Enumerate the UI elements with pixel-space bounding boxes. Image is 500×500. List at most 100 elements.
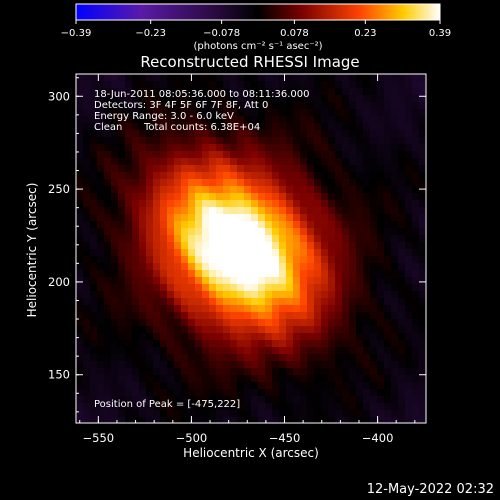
heatmap-cell (349, 284, 357, 292)
heatmap-cell (370, 417, 378, 423)
heatmap-cell (279, 193, 287, 201)
heatmap-cell (314, 186, 322, 194)
heatmap-cell (244, 305, 252, 313)
heatmap-cell (258, 312, 266, 320)
heatmap-cell (321, 249, 329, 257)
heatmap-cell (272, 151, 280, 159)
heatmap-cell (111, 151, 119, 159)
heatmap-cell (76, 249, 84, 257)
heatmap-cell (160, 256, 168, 264)
heatmap-cell (265, 270, 273, 278)
heatmap-cell (307, 123, 315, 131)
heatmap-cell (349, 179, 357, 187)
heatmap-cell (286, 137, 294, 145)
heatmap-cell (174, 95, 182, 103)
heatmap-cell (314, 417, 322, 423)
heatmap-cell (349, 116, 357, 124)
heatmap-cell (391, 291, 399, 299)
heatmap-cell (293, 403, 301, 411)
heatmap-cell (405, 95, 413, 103)
heatmap-cell (195, 347, 203, 355)
heatmap-cell (111, 270, 119, 278)
heatmap-cell (286, 389, 294, 397)
heatmap-cell (237, 361, 245, 369)
heatmap-cell (314, 403, 322, 411)
heatmap-cell (132, 389, 140, 397)
heatmap-cell (286, 221, 294, 229)
heatmap-cell (167, 186, 175, 194)
heatmap-cell (216, 326, 224, 334)
heatmap-cell (272, 389, 280, 397)
heatmap-cell (202, 256, 210, 264)
heatmap-cell (293, 340, 301, 348)
heatmap-cell (216, 158, 224, 166)
heatmap-cell (377, 235, 385, 243)
heatmap-cell (167, 193, 175, 201)
heatmap-cell (412, 256, 420, 264)
heatmap-cell (391, 361, 399, 369)
heatmap-cell (412, 361, 420, 369)
heatmap-cell (272, 207, 280, 215)
heatmap-cell (244, 207, 252, 215)
heatmap-cell (272, 102, 280, 110)
heatmap-cell (265, 137, 273, 145)
heatmap-cell (363, 207, 371, 215)
heatmap-cell (307, 200, 315, 208)
heatmap-cell (160, 242, 168, 250)
heatmap-cell (328, 116, 336, 124)
heatmap-cell (181, 151, 189, 159)
heatmap-cell (307, 396, 315, 404)
heatmap-cell (391, 326, 399, 334)
heatmap-cell (244, 396, 252, 404)
heatmap-cell (237, 200, 245, 208)
heatmap-cell (146, 228, 154, 236)
heatmap-cell (195, 81, 203, 89)
heatmap-cell (181, 95, 189, 103)
heatmap-cell (216, 102, 224, 110)
heatmap-cell (363, 81, 371, 89)
heatmap-cell (132, 130, 140, 138)
heatmap-cell (398, 123, 406, 131)
heatmap-cell (223, 186, 231, 194)
heatmap-cell (370, 375, 378, 383)
heatmap-cell (223, 242, 231, 250)
heatmap-cell (118, 326, 126, 334)
heatmap-cell (209, 102, 217, 110)
heatmap-cell (139, 214, 147, 222)
heatmap-cell (363, 249, 371, 257)
heatmap-cell (223, 270, 231, 278)
heatmap-cell (356, 305, 364, 313)
heatmap-cell (370, 200, 378, 208)
heatmap-cell (167, 368, 175, 376)
heatmap-cell (265, 417, 273, 423)
heatmap-cell (244, 291, 252, 299)
heatmap-cell (286, 116, 294, 124)
heatmap-cell (202, 179, 210, 187)
heatmap-cell (286, 102, 294, 110)
heatmap-cell (335, 368, 343, 376)
heatmap-cell (181, 319, 189, 327)
heatmap-cell (356, 123, 364, 131)
heatmap-cell (174, 207, 182, 215)
heatmap-cell (412, 347, 420, 355)
heatmap-cell (363, 242, 371, 250)
heatmap-cell (363, 130, 371, 138)
heatmap-cell (97, 291, 105, 299)
heatmap-cell (377, 298, 385, 306)
heatmap-cell (125, 228, 133, 236)
heatmap-cell (412, 95, 420, 103)
heatmap-cell (384, 200, 392, 208)
heatmap-cell (76, 172, 84, 180)
heatmap-cell (314, 368, 322, 376)
heatmap-cell (335, 333, 343, 341)
heatmap-cell (174, 214, 182, 222)
heatmap-cell (405, 277, 413, 285)
heatmap-cell (300, 186, 308, 194)
heatmap-cell (384, 214, 392, 222)
heatmap-cell (244, 228, 252, 236)
heatmap-cell (160, 354, 168, 362)
heatmap-cell (202, 410, 210, 418)
heatmap-cell (356, 403, 364, 411)
heatmap-cell (349, 172, 357, 180)
heatmap-cell (412, 200, 420, 208)
